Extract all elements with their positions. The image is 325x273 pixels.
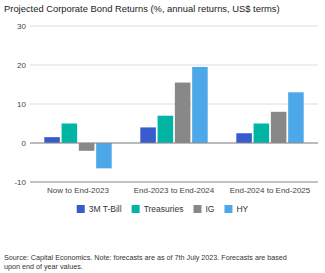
x-tick-label: End-2023 to End-2024 (134, 186, 215, 195)
bar (288, 92, 304, 143)
footnote: Source: Capital Economics. Note: forecas… (4, 253, 287, 271)
bar (158, 116, 174, 143)
legend-label: 3M T-Bill (89, 204, 122, 214)
legend-swatch (132, 205, 140, 213)
bar (62, 124, 78, 144)
legend-label: Treasuries (144, 204, 184, 214)
y-tick-label: 10 (17, 100, 26, 109)
legend-label: HY (236, 204, 248, 214)
zero-line (30, 143, 318, 144)
bar (175, 83, 191, 143)
grid-line (30, 104, 318, 105)
grid-line (30, 143, 318, 144)
grid-line (30, 26, 318, 27)
bars (44, 67, 303, 168)
y-tick-label: 20 (17, 61, 26, 70)
legend-swatch (193, 205, 201, 213)
legend-item: HY (224, 204, 248, 214)
bar (192, 67, 208, 143)
x-tick-label: Now to End-2023 (47, 186, 109, 195)
bar (96, 143, 112, 168)
y-tick-label: 0 (22, 139, 27, 148)
legend-item: IG (193, 204, 214, 214)
chart: Projected Corporate Bond Returns (%, ann… (0, 0, 325, 273)
legend: 3M T-Bill Treasuries IG HY (77, 204, 249, 214)
bar (271, 112, 287, 143)
grid-line (30, 65, 318, 66)
grid-line (30, 182, 318, 183)
y-tick-label: 30 (17, 22, 26, 31)
bar (140, 127, 156, 143)
bar (79, 143, 95, 151)
bar (236, 133, 252, 143)
legend-label: IG (205, 204, 214, 214)
y-tick-label: -10 (14, 178, 26, 187)
x-axis-line (30, 182, 318, 183)
legend-item: Treasuries (132, 204, 184, 214)
bar (44, 137, 60, 143)
x-tick-label: End-2024 to End-2025 (230, 186, 311, 195)
title: Projected Corporate Bond Returns (%, ann… (4, 3, 280, 14)
legend-swatch (77, 205, 85, 213)
legend-item: 3M T-Bill (77, 204, 122, 214)
grid (30, 26, 318, 182)
bar (254, 124, 270, 144)
legend-swatch (224, 205, 232, 213)
